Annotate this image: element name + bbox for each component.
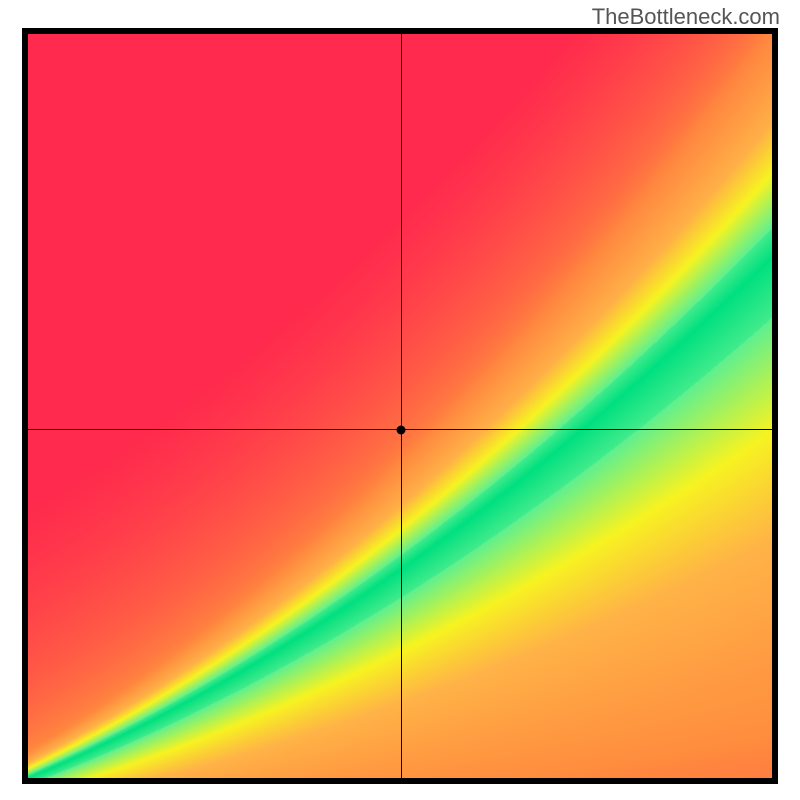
bottleneck-point [397, 425, 406, 434]
crosshair-vertical [401, 34, 402, 778]
chart-container: TheBottleneck.com [0, 0, 800, 800]
heatmap-plot [22, 28, 778, 784]
watermark-text: TheBottleneck.com [592, 4, 780, 30]
